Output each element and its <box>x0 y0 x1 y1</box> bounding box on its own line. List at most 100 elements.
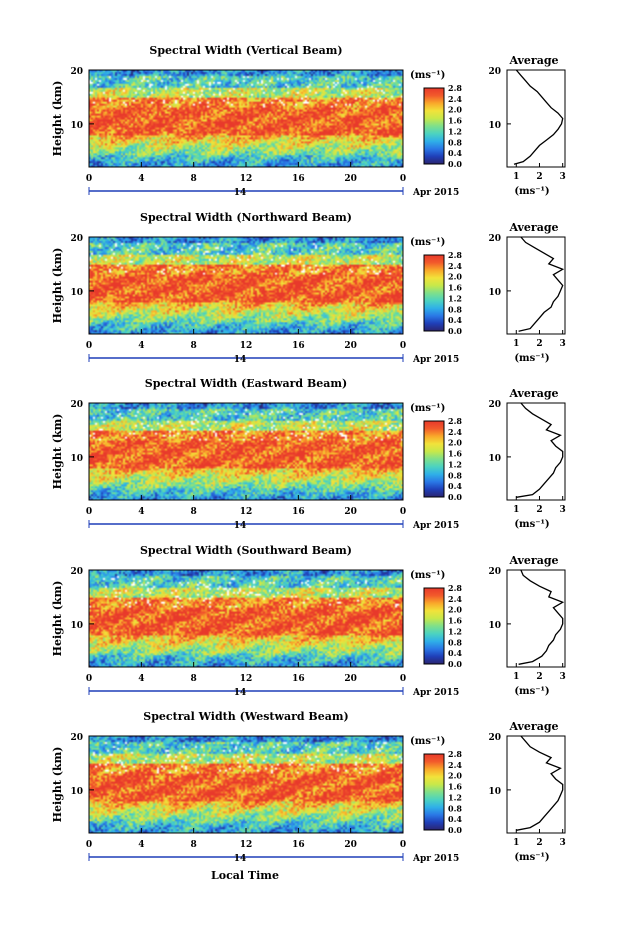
avg-x-tick-label: 2 <box>536 672 542 682</box>
colorbar-tick-label: 0.8 <box>448 304 462 314</box>
colorbar-tick-label: 0.4 <box>448 148 462 158</box>
day-label: 14 <box>234 521 247 531</box>
average-profile-line <box>518 569 565 665</box>
panel-2: Spectral Width (Northward Beam)1020Heigh… <box>51 211 566 365</box>
x-tick-label: 12 <box>240 174 253 184</box>
y-tick-label: 10 <box>70 787 83 797</box>
x-tick-label: 0 <box>86 341 92 351</box>
avg-x-tick-label: 3 <box>560 838 566 848</box>
colorbar-tick-label: 0.0 <box>448 825 462 835</box>
x-tick-label: 0 <box>400 341 406 351</box>
panel-title: Spectral Width (Vertical Beam) <box>149 44 342 57</box>
date-label: Apr 2015 <box>412 355 459 365</box>
colorbar-tick-label: 2.8 <box>448 83 462 93</box>
heatmap-image <box>89 237 403 334</box>
colorbar-tick-label: 1.6 <box>448 616 462 626</box>
y-axis-title: Height (km) <box>51 581 64 657</box>
avg-y-tick-label: 20 <box>488 400 501 410</box>
panel-1: Spectral Width (Vertical Beam)1020Height… <box>51 44 566 198</box>
avg-x-tick-label: 1 <box>513 505 519 515</box>
panel-title: Spectral Width (Northward Beam) <box>140 211 352 224</box>
average-xlabel: (ms⁻¹) <box>514 186 549 197</box>
avg-x-tick-label: 3 <box>560 172 566 182</box>
avg-x-tick-label: 1 <box>513 339 519 349</box>
date-label: Apr 2015 <box>412 188 459 198</box>
avg-y-tick-label: 10 <box>488 621 501 631</box>
average-title: Average <box>508 221 558 234</box>
x-tick-label: 16 <box>292 174 305 184</box>
colorbar-unit: (ms⁻¹) <box>410 403 445 414</box>
x-tick-label: 12 <box>240 840 253 850</box>
average-title: Average <box>508 387 558 400</box>
panel-title: Spectral Width (Eastward Beam) <box>145 377 347 390</box>
y-axis-title: Height (km) <box>51 248 64 324</box>
colorbar-tick-label: 2.4 <box>448 594 462 604</box>
x-tick-label: 16 <box>292 507 305 517</box>
colorbar <box>423 420 445 498</box>
colorbar-tick-label: 0.4 <box>448 481 462 491</box>
colorbar-tick-label: 2.4 <box>448 760 462 770</box>
colorbar-tick-label: 0.0 <box>448 659 462 669</box>
colorbar <box>423 587 445 665</box>
colorbar-tick-label: 0.8 <box>448 803 462 813</box>
colorbar-tick-label: 2.8 <box>448 583 462 593</box>
day-label: 14 <box>234 188 247 198</box>
avg-y-tick-label: 10 <box>488 454 501 464</box>
x-tick-label: 12 <box>240 507 253 517</box>
average-profile-line <box>516 735 564 831</box>
avg-x-tick-label: 2 <box>536 172 542 182</box>
y-tick-label: 10 <box>70 121 83 131</box>
colorbar-tick-label: 0.0 <box>448 326 462 336</box>
x-tick-label: 12 <box>240 341 253 351</box>
colorbar-tick-label: 2.0 <box>448 771 462 781</box>
avg-y-tick-label: 10 <box>488 121 501 131</box>
x-tick-label: 0 <box>400 840 406 850</box>
x-tick-label: 0 <box>86 674 92 684</box>
colorbar-tick-label: 1.6 <box>448 283 462 293</box>
x-tick-label: 0 <box>86 174 92 184</box>
heatmap-image <box>89 736 403 833</box>
x-tick-label: 0 <box>400 507 406 517</box>
x-tick-label: 20 <box>344 174 357 184</box>
y-tick-label: 20 <box>70 67 83 77</box>
colorbar <box>423 254 445 332</box>
avg-x-tick-label: 1 <box>513 172 519 182</box>
avg-y-tick-label: 10 <box>488 288 501 298</box>
date-label: Apr 2015 <box>412 688 459 698</box>
colorbar-unit: (ms⁻¹) <box>410 70 445 81</box>
avg-y-tick-label: 20 <box>488 733 501 743</box>
y-tick-label: 20 <box>70 567 83 577</box>
y-axis-title: Height (km) <box>51 81 64 157</box>
colorbar <box>423 87 445 165</box>
heatmap-image <box>89 403 403 500</box>
x-tick-label: 4 <box>138 840 144 850</box>
x-tick-label: 16 <box>292 341 305 351</box>
average-profile-line <box>516 402 564 498</box>
y-axis-title: Height (km) <box>51 747 64 823</box>
y-axis-title: Height (km) <box>51 414 64 490</box>
colorbar-tick-label: 1.2 <box>448 126 462 136</box>
average-frame <box>506 569 566 668</box>
colorbar-tick-label: 0.0 <box>448 159 462 169</box>
average-frame <box>506 735 566 834</box>
colorbar-unit: (ms⁻¹) <box>410 237 445 248</box>
panel-title: Spectral Width (Westward Beam) <box>143 710 348 723</box>
x-tick-label: 4 <box>138 341 144 351</box>
colorbar-tick-label: 0.4 <box>448 814 462 824</box>
avg-y-tick-label: 10 <box>488 787 501 797</box>
colorbar-tick-label: 2.8 <box>448 416 462 426</box>
colorbar-tick-label: 0.8 <box>448 470 462 480</box>
avg-x-tick-label: 3 <box>560 505 566 515</box>
average-frame <box>506 402 566 501</box>
avg-x-tick-label: 2 <box>536 505 542 515</box>
y-tick-label: 10 <box>70 621 83 631</box>
average-profile-line <box>513 69 564 165</box>
average-xlabel: (ms⁻¹) <box>514 686 549 697</box>
date-label: Apr 2015 <box>412 521 459 531</box>
colorbar-tick-label: 2.4 <box>448 94 462 104</box>
x-tick-label: 4 <box>138 507 144 517</box>
heatmap-image <box>89 70 403 167</box>
panel-5: Spectral Width (Westward Beam) 10 20 Height… <box>51 710 566 864</box>
avg-x-tick-label: 2 <box>536 339 542 349</box>
